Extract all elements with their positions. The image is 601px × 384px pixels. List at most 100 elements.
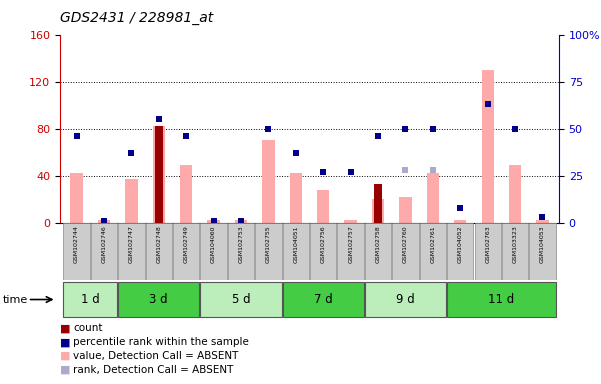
Point [72, 133, 81, 139]
Point [182, 133, 191, 139]
Bar [145, 223, 172, 280]
Point [483, 101, 492, 107]
Bar [509, 165, 521, 223]
Text: GSM102744: GSM102744 [74, 225, 79, 263]
Text: 11 d: 11 d [488, 293, 514, 306]
Text: GSM102756: GSM102756 [321, 225, 326, 263]
Point [127, 150, 136, 156]
Point [72, 133, 81, 139]
Text: 9 d: 9 d [396, 293, 415, 306]
Bar [125, 179, 138, 223]
Bar [427, 173, 439, 223]
Bar [317, 190, 329, 223]
Bar [536, 220, 549, 223]
Bar [91, 223, 117, 280]
Bar [228, 223, 254, 280]
Text: GSM104052: GSM104052 [458, 225, 463, 263]
Bar [235, 220, 247, 223]
Point [428, 167, 438, 173]
Text: ■: ■ [60, 365, 70, 375]
Point [538, 214, 548, 220]
Point [319, 169, 328, 175]
Bar [282, 223, 309, 280]
Bar [200, 223, 227, 280]
Bar [153, 126, 165, 223]
Bar [454, 220, 466, 223]
Point [346, 169, 355, 175]
Bar [255, 223, 281, 280]
Text: ■: ■ [60, 337, 70, 347]
Point [264, 126, 273, 132]
Bar [63, 223, 90, 280]
Bar [98, 220, 110, 223]
Text: GSM102757: GSM102757 [348, 225, 353, 263]
Point [209, 218, 218, 224]
Text: GSM103323: GSM103323 [513, 225, 517, 263]
Bar [290, 173, 302, 223]
Text: 3 d: 3 d [150, 293, 168, 306]
Text: 5 d: 5 d [231, 293, 250, 306]
Point [264, 126, 273, 132]
Point [182, 133, 191, 139]
Point [291, 150, 300, 156]
Bar [155, 126, 163, 223]
Bar [344, 220, 357, 223]
Bar [365, 223, 391, 280]
Point [154, 116, 163, 122]
Bar [392, 223, 419, 280]
Text: GSM102746: GSM102746 [102, 225, 106, 263]
Point [99, 218, 109, 224]
Text: GDS2431 / 228981_at: GDS2431 / 228981_at [60, 11, 213, 25]
Text: GSM102761: GSM102761 [430, 225, 435, 263]
Bar [207, 220, 220, 223]
Bar [118, 223, 144, 280]
Point [127, 150, 136, 156]
Bar [338, 223, 364, 280]
Point [538, 214, 548, 220]
Bar [481, 70, 494, 223]
Point [401, 126, 410, 132]
Bar [365, 282, 446, 317]
Point [510, 126, 520, 132]
Text: GSM104051: GSM104051 [293, 225, 298, 263]
Bar [372, 199, 384, 223]
Text: ■: ■ [60, 351, 70, 361]
Text: rank, Detection Call = ABSENT: rank, Detection Call = ABSENT [73, 365, 234, 375]
Point [236, 218, 246, 224]
Bar [447, 282, 556, 317]
Bar [70, 173, 83, 223]
Bar [173, 223, 200, 280]
Text: GSM102747: GSM102747 [129, 225, 134, 263]
Text: percentile rank within the sample: percentile rank within the sample [73, 337, 249, 347]
Bar [118, 282, 200, 317]
Text: GSM102749: GSM102749 [184, 225, 189, 263]
Point [291, 150, 300, 156]
Bar [282, 282, 364, 317]
Bar [419, 223, 446, 280]
Bar [447, 223, 474, 280]
Text: GSM102763: GSM102763 [485, 225, 490, 263]
Bar [374, 184, 382, 223]
Bar [63, 282, 117, 317]
Text: GSM102758: GSM102758 [376, 225, 380, 263]
Text: count: count [73, 323, 103, 333]
Point [456, 205, 465, 211]
Text: time: time [3, 295, 28, 305]
Bar [310, 223, 337, 280]
Bar [399, 197, 412, 223]
Text: GSM104060: GSM104060 [211, 225, 216, 263]
Bar [262, 141, 275, 223]
Text: value, Detection Call = ABSENT: value, Detection Call = ABSENT [73, 351, 239, 361]
Point [428, 126, 438, 132]
Text: GSM104053: GSM104053 [540, 225, 545, 263]
Text: GSM102760: GSM102760 [403, 225, 408, 263]
Point [346, 169, 355, 175]
Text: GSM102755: GSM102755 [266, 225, 271, 263]
Text: ■: ■ [60, 323, 70, 333]
Bar [180, 165, 192, 223]
Bar [502, 223, 528, 280]
Point [483, 101, 492, 107]
Text: 7 d: 7 d [314, 293, 332, 306]
Point [510, 126, 520, 132]
Bar [529, 223, 556, 280]
